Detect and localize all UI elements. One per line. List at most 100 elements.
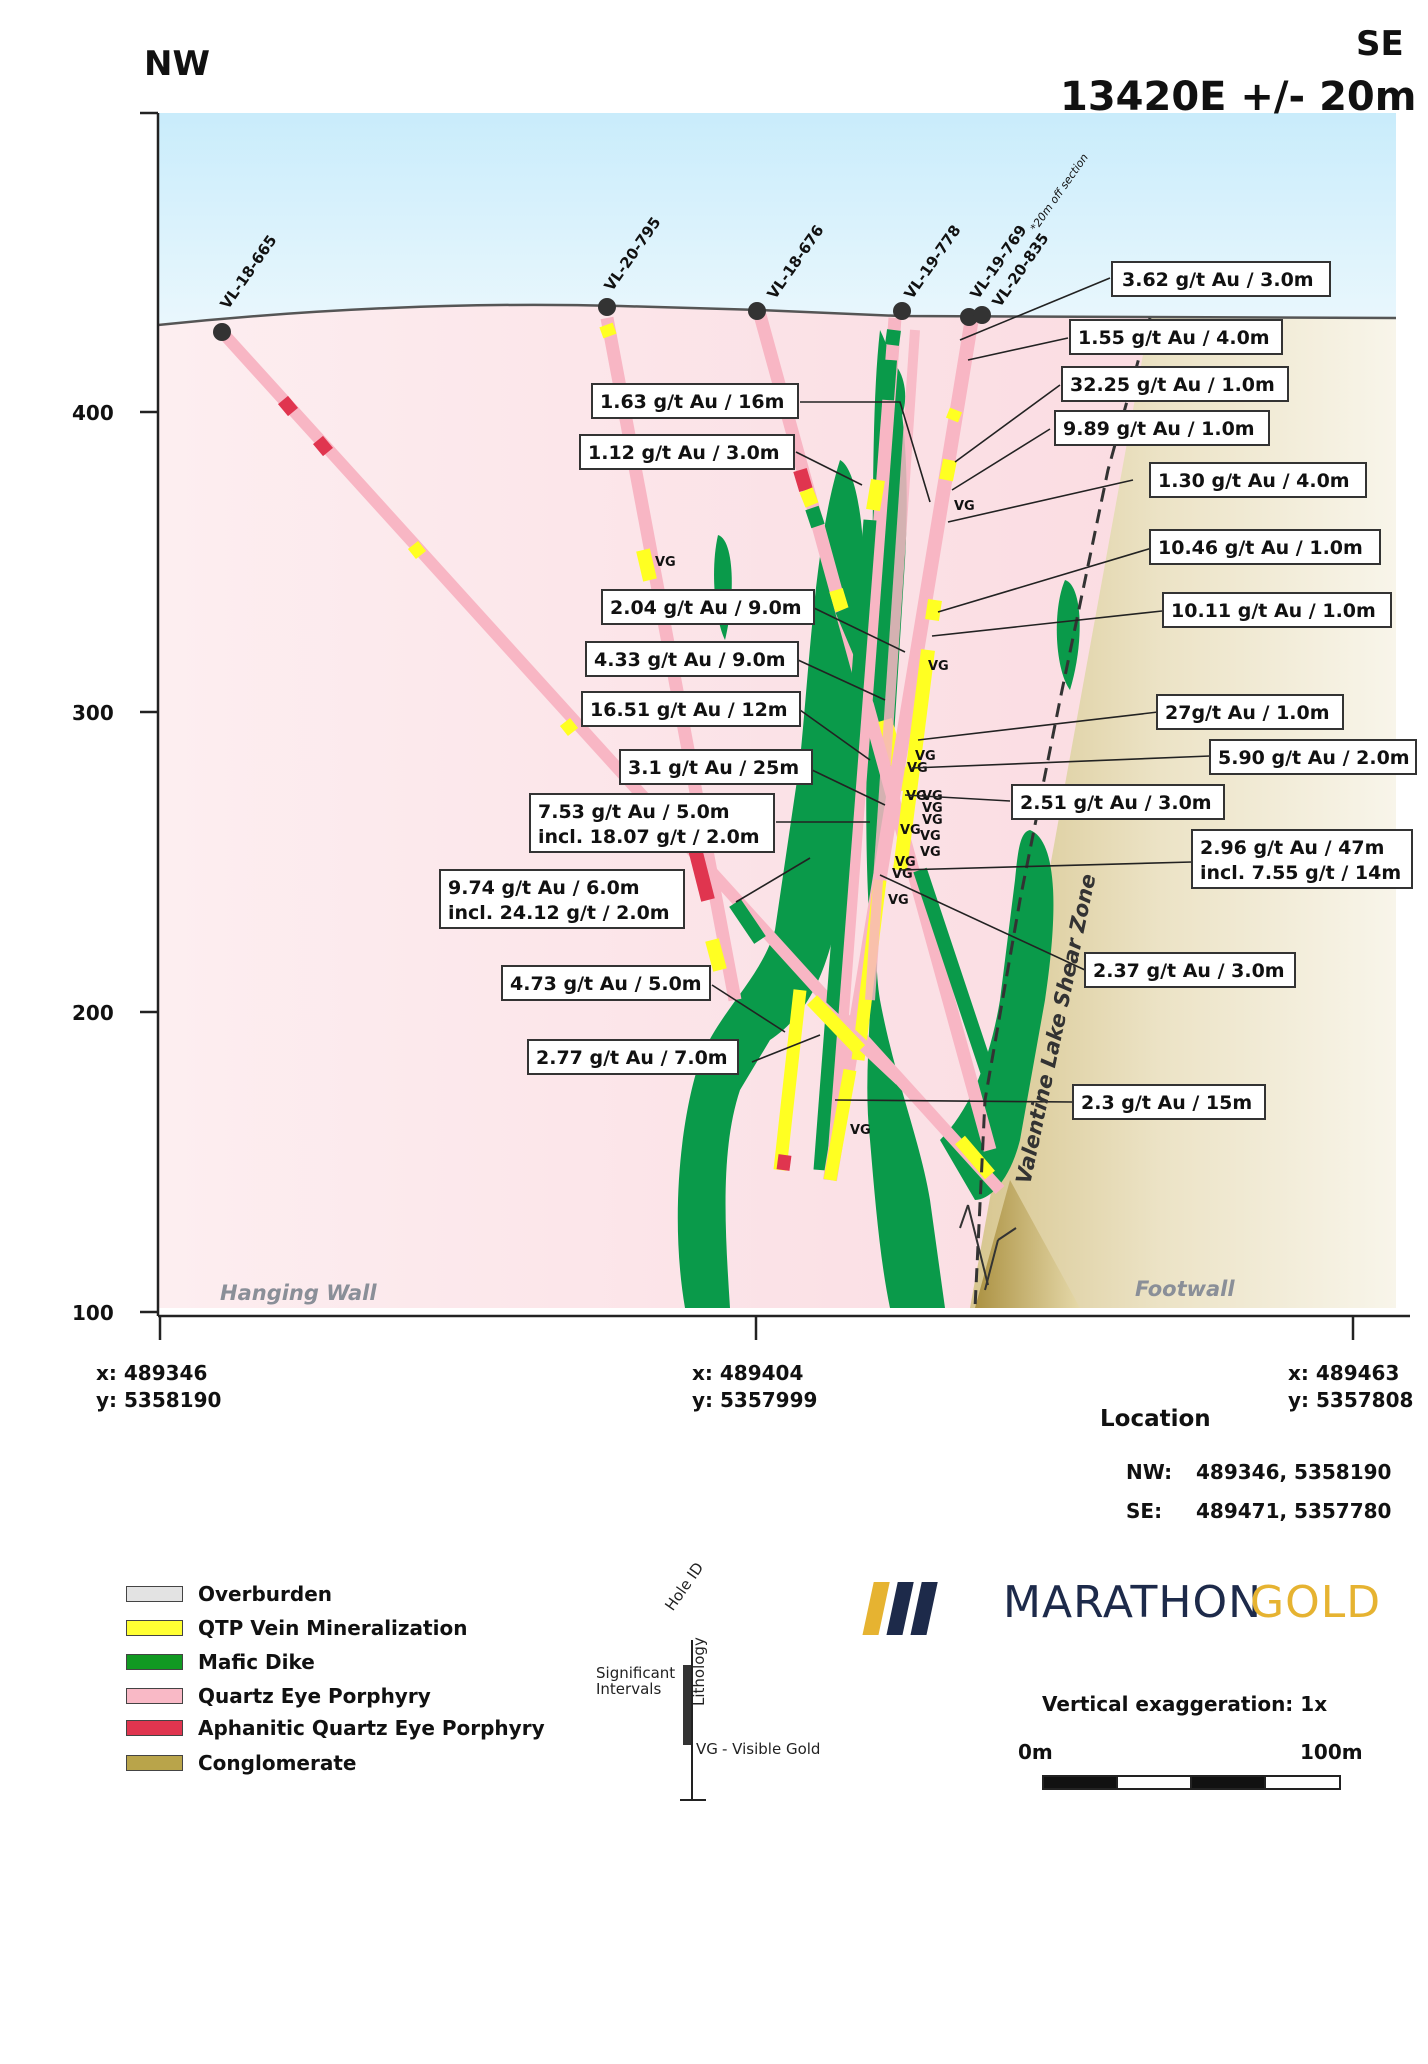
intercept-text: 5.90 g/t Au / 2.0m [1218, 747, 1410, 769]
scale-left-label: 0m [1018, 1740, 1053, 1764]
vg-marker: VG [655, 555, 676, 570]
intercept-box [1072, 1084, 1266, 1120]
coord-right: x: 489463 y: 5357808 [1288, 1360, 1413, 1414]
intercept-text: incl. 18.07 g/t / 2.0m [538, 826, 760, 848]
elev-400: 400 [72, 401, 114, 425]
coord-mid-x: x: 489404 [692, 1361, 804, 1385]
location-nw-value: 489346, 5358190 [1196, 1460, 1392, 1484]
vg-marker: VG [892, 867, 913, 882]
intercept-text: 27g/t Au / 1.0m [1165, 702, 1330, 724]
legend-label: Conglomerate [198, 1751, 357, 1775]
intercept-box [619, 749, 813, 785]
hanging-wall-label: Hanging Wall [220, 1281, 377, 1305]
key-diagram [680, 1640, 706, 1801]
key-significant-2: Intervals [596, 1680, 662, 1698]
intercept-text: 9.89 g/t Au / 1.0m [1063, 418, 1255, 440]
location-title: Location [1100, 1406, 1211, 1432]
key-vg: VG [696, 1740, 718, 1758]
conglomerate-wedge [975, 1180, 1080, 1308]
intercept-text: 2.37 g/t Au / 3.0m [1093, 960, 1285, 982]
intercept-text: 4.33 g/t Au / 9.0m [594, 649, 786, 671]
coord-mid-y: y: 5357999 [692, 1388, 818, 1412]
vg-marker: VG [920, 829, 941, 844]
intercept-text: 1.30 g/t Au / 4.0m [1158, 470, 1350, 492]
coord-right-x: x: 489463 [1288, 1361, 1400, 1385]
section-frame [140, 111, 1410, 1340]
vg-marker: VG [920, 845, 941, 860]
intercept-box [581, 691, 801, 727]
key-vg-desc: - Visible Gold [722, 1740, 821, 1758]
intercept-box [1191, 829, 1413, 889]
intercept-text: 1.12 g/t Au / 3.0m [588, 442, 780, 464]
intercept-text: 3.1 g/t Au / 25m [628, 757, 799, 779]
coord-right-y: y: 5357808 [1288, 1388, 1414, 1412]
elev-100: 100 [72, 1301, 114, 1325]
key-significant-1: Significant [596, 1664, 676, 1682]
elev-200: 200 [72, 1001, 114, 1025]
location-nw-label: NW: [1126, 1460, 1173, 1484]
vg-marker: VG [922, 801, 943, 816]
coord-left-y: y: 5358190 [96, 1388, 222, 1412]
legend-label: Quartz Eye Porphyry [198, 1684, 431, 1708]
vg-marker: VG [900, 823, 921, 838]
intercept-text: 1.63 g/t Au / 16m [600, 391, 784, 413]
legend-label: Mafic Dike [198, 1650, 315, 1674]
logo-gold: GOLD [1250, 1577, 1382, 1628]
intercept-text: incl. 24.12 g/t / 2.0m [448, 902, 670, 924]
legend-label: Aphanitic Quartz Eye Porphyry [198, 1716, 545, 1740]
vg-marker: VG [928, 659, 949, 674]
legend-swatch [126, 1688, 183, 1704]
scale-right-label: 100m [1300, 1740, 1363, 1764]
legend-label: Overburden [198, 1582, 333, 1606]
intercept-text: 2.96 g/t Au / 47m [1200, 837, 1384, 859]
intercept-text: incl. 7.55 g/t / 14m [1200, 862, 1401, 884]
legend-swatch [126, 1620, 183, 1636]
intercept-box [591, 383, 799, 419]
intercept-box [1011, 784, 1225, 820]
intercept-box [439, 869, 685, 929]
intercept-text: 16.51 g/t Au / 12m [590, 699, 788, 721]
intercept-text: 3.62 g/t Au / 3.0m [1122, 269, 1314, 291]
coord-mid: x: 489404 y: 5357999 [692, 1360, 817, 1414]
location-se-label: SE: [1126, 1499, 1163, 1523]
intercept-box [1156, 694, 1344, 730]
vg-marker: VG [954, 499, 975, 514]
intercept-text: 2.51 g/t Au / 3.0m [1020, 792, 1212, 814]
intercept-box [1111, 261, 1331, 297]
scale-bar [1042, 1775, 1341, 1790]
logo-mark [862, 1582, 938, 1635]
coord-left-x: x: 489346 [96, 1361, 208, 1385]
vg-marker: VG [895, 855, 916, 870]
vg-marker: VG [915, 749, 936, 764]
intercept-box [1149, 529, 1381, 565]
intercept-text: 10.11 g/t Au / 1.0m [1171, 600, 1376, 622]
intercept-box [1061, 366, 1289, 402]
intercept-text: 2.04 g/t Au / 9.0m [610, 597, 802, 619]
logo-marathon: MARATHON [1003, 1577, 1263, 1628]
intercept-text: 9.74 g/t Au / 6.0m [448, 877, 640, 899]
intercept-box [527, 1039, 739, 1075]
intercept-box [1054, 410, 1270, 446]
vg-marker: VG [906, 789, 927, 804]
intercept-text: 7.53 g/t Au / 5.0m [538, 801, 730, 823]
intercept-text: 4.73 g/t Au / 5.0m [510, 973, 702, 995]
intercept-text: 2.3 g/t Au / 15m [1081, 1092, 1252, 1114]
leader-lines [711, 277, 1211, 1103]
intercept-text: 1.55 g/t Au / 4.0m [1078, 327, 1270, 349]
vg-marker: VG [888, 893, 909, 908]
intercept-text: 2.77 g/t Au / 7.0m [536, 1047, 728, 1069]
legend-swatch [126, 1654, 183, 1670]
intercept-boxes [439, 261, 1417, 1120]
vertical-exaggeration: Vertical exaggeration: 1x [1042, 1692, 1328, 1716]
intercept-box [1162, 592, 1392, 628]
intercept-box [1149, 462, 1367, 498]
elev-300: 300 [72, 701, 114, 725]
legend-swatch [126, 1586, 183, 1602]
legend-swatch [126, 1720, 183, 1736]
intercept-text: 32.25 g/t Au / 1.0m [1070, 374, 1275, 396]
footwall-label: Footwall [1135, 1277, 1235, 1301]
vg-marker: VG [922, 813, 943, 828]
intercept-box [501, 965, 711, 1001]
collars [213, 298, 991, 341]
